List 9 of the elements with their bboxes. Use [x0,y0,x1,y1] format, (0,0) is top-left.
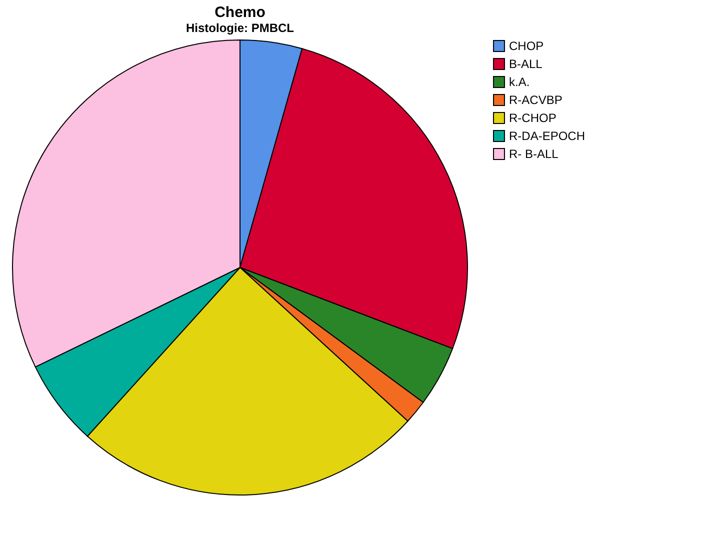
legend-label: R-DA-EPOCH [509,129,586,143]
legend-label: R-ACVBP [509,93,562,107]
legend-label: R-CHOP [509,111,556,125]
chart-title: Chemo [214,4,266,21]
legend-label: R- B-ALL [509,147,559,161]
legend-label: k.A. [509,75,530,89]
chart-subtitle: Histologie: PMBCL [186,21,294,35]
legend-label: B-ALL [509,57,543,71]
legend-label: CHOP [509,39,544,53]
